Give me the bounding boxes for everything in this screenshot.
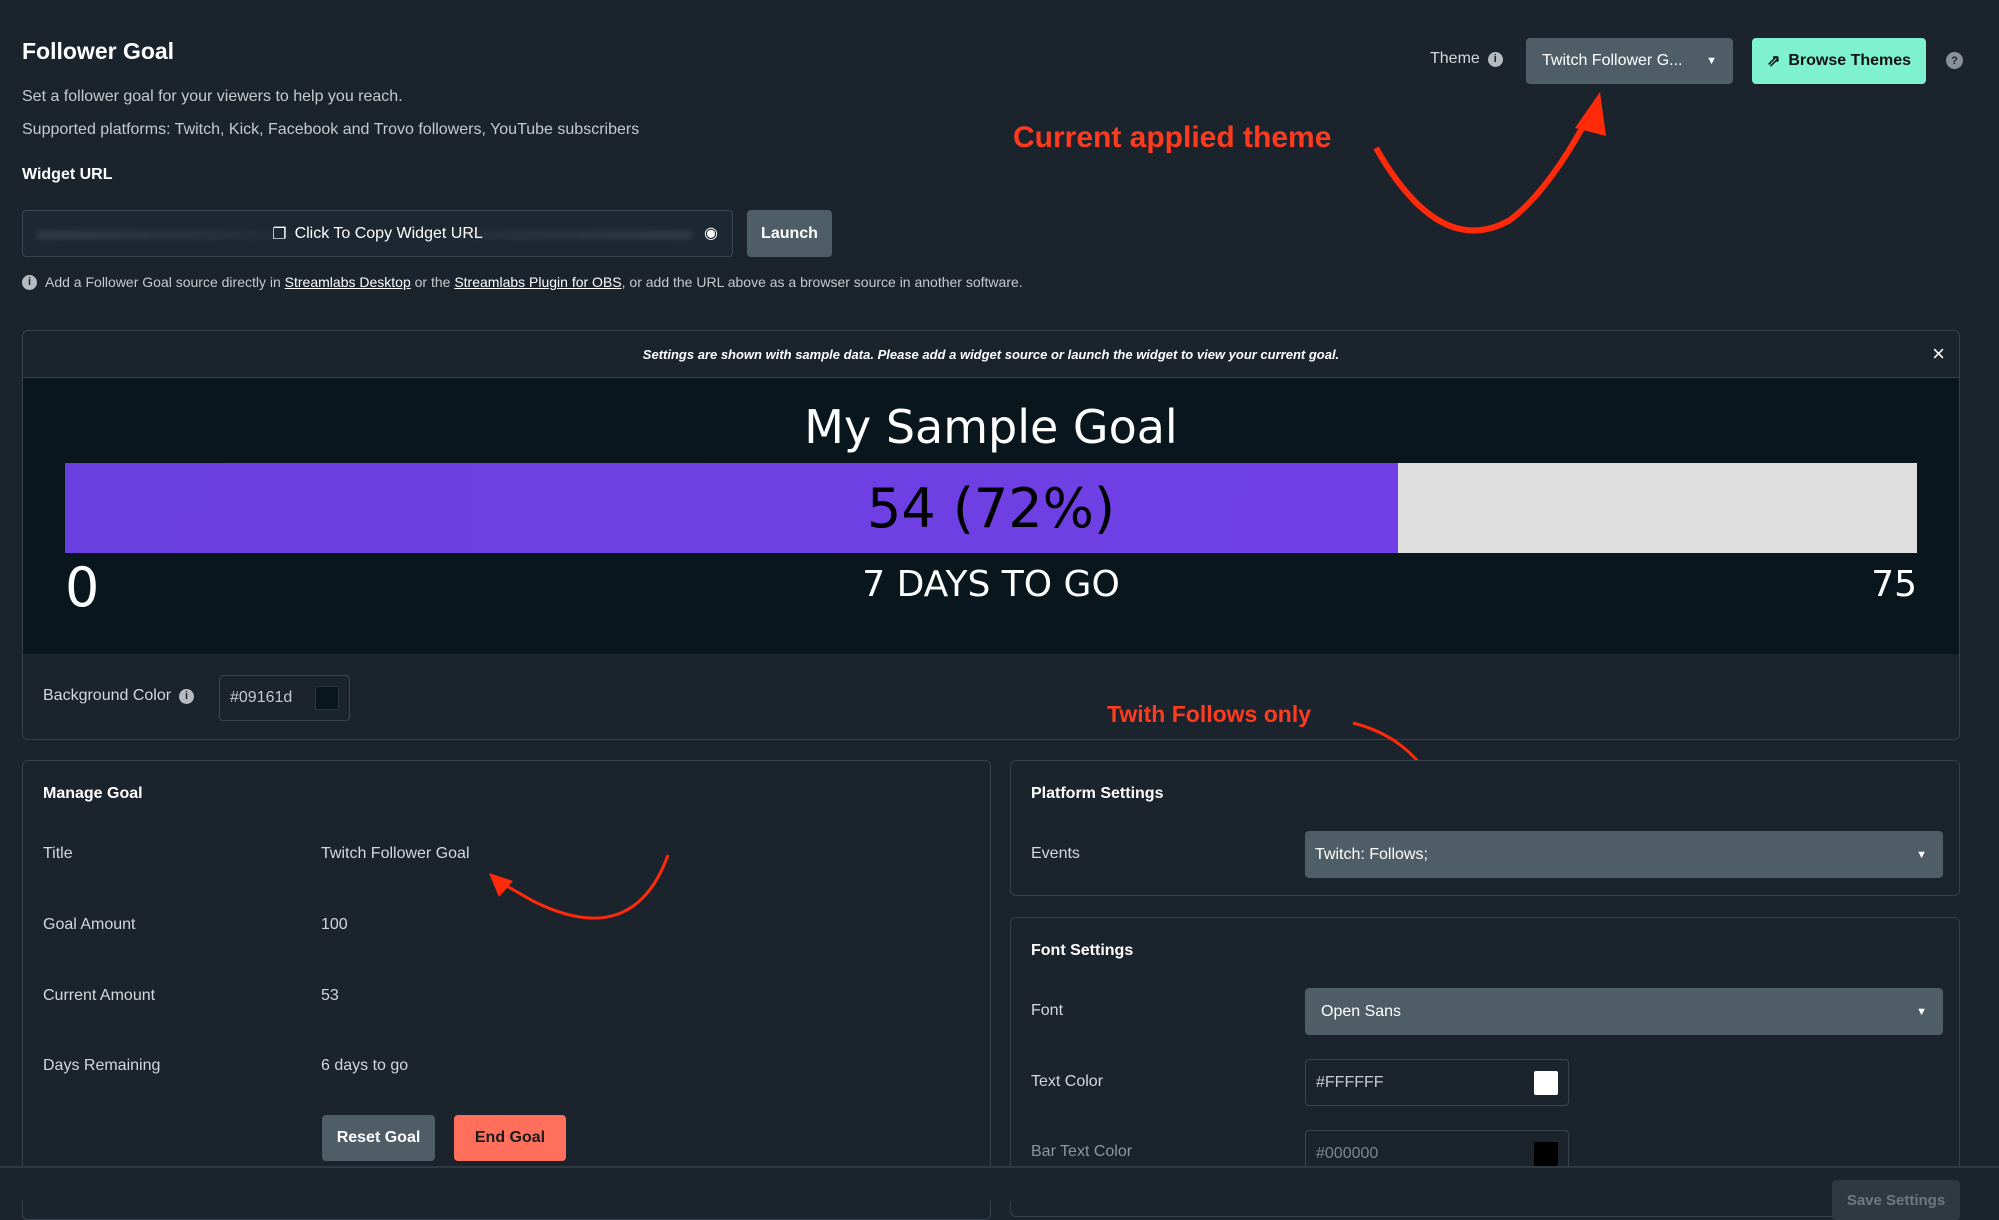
annotation-arrow-theme	[1373, 92, 1606, 234]
copy-icon: ❐	[272, 225, 287, 243]
supported-platforms: Supported platforms: Twitch, Kick, Faceb…	[22, 121, 640, 138]
info-icon[interactable]: i	[179, 688, 195, 704]
info-icon: i	[22, 274, 37, 290]
goal-amount-value: 100	[321, 916, 348, 933]
events-select[interactable]: Twitch: Follows; ▼	[1305, 831, 1943, 878]
info-text: , or add the URL above as a browser sour…	[621, 274, 1023, 290]
streamlabs-desktop-link[interactable]: Streamlabs Desktop	[284, 274, 411, 290]
goal-max: 75	[1871, 564, 1917, 605]
text-color-input[interactable]: #FFFFFF	[1305, 1059, 1569, 1106]
bar-text-color-value: #000000	[1316, 1144, 1379, 1162]
days-to-go: 7 DAYS TO GO	[862, 564, 1120, 605]
color-swatch[interactable]	[315, 686, 339, 710]
manage-goal-heading: Manage Goal	[43, 785, 143, 802]
preview-panel: Settings are shown with sample data. Ple…	[22, 330, 1960, 740]
launch-button[interactable]: Launch	[747, 210, 832, 257]
caret-down-icon: ▼	[1706, 55, 1717, 67]
background-color-label: Background Color	[43, 687, 172, 704]
browse-themes-label: Browse Themes	[1788, 52, 1912, 69]
external-link-icon: ⇗	[1766, 53, 1781, 70]
theme-label-group: Theme i	[1430, 50, 1503, 68]
title-label: Title	[43, 845, 73, 862]
info-icon[interactable]: i	[1487, 51, 1503, 67]
theme-select[interactable]: Twitch Follower G... ▼	[1526, 38, 1733, 84]
days-remaining-value: 6 days to go	[321, 1057, 409, 1074]
annotation-arrow-title	[489, 854, 670, 920]
goal-title: My Sample Goal	[804, 400, 1178, 454]
title-value: Twitch Follower Goal	[321, 845, 470, 862]
notice-text: Settings are shown with sample data. Ple…	[642, 346, 1340, 362]
page-description: Set a follower goal for your viewers to …	[22, 88, 403, 105]
reset-goal-button[interactable]: Reset Goal	[322, 1115, 435, 1161]
background-color-input[interactable]: #09161d	[219, 675, 350, 721]
font-label: Font	[1031, 1002, 1064, 1019]
font-select[interactable]: Open Sans ▼	[1305, 988, 1943, 1035]
background-color-value: #09161d	[230, 689, 293, 706]
events-label: Events	[1031, 845, 1080, 862]
caret-down-icon: ▼	[1916, 848, 1927, 861]
end-goal-button[interactable]: End Goal	[454, 1115, 566, 1161]
events-value: Twitch: Follows;	[1315, 845, 1428, 863]
days-remaining-label: Days Remaining	[43, 1057, 161, 1074]
color-swatch[interactable]	[1534, 1070, 1558, 1095]
progress-text: 54 (72%)	[866, 477, 1116, 540]
widget-info: i Add a Follower Goal source directly in…	[22, 274, 1023, 290]
page-title: Follower Goal	[22, 38, 175, 64]
current-amount-value: 53	[321, 987, 339, 1004]
progress-bar: 54 (72%)	[65, 463, 1917, 553]
bar-text-color-label: Bar Text Color	[1031, 1143, 1133, 1160]
theme-select-value: Twitch Follower G...	[1542, 52, 1683, 69]
progress-fill	[65, 463, 1399, 553]
font-value: Open Sans	[1321, 1002, 1402, 1020]
goal-amount-label: Goal Amount	[43, 916, 136, 933]
save-settings-button[interactable]: Save Settings	[1832, 1180, 1960, 1220]
eye-icon[interactable]: ◉	[704, 225, 718, 242]
sample-notice: Settings are shown with sample data. Ple…	[23, 331, 1959, 378]
copy-url-label: Click To Copy Widget URL	[294, 224, 483, 242]
widget-url-label: Widget URL	[22, 166, 113, 183]
obs-plugin-link[interactable]: Streamlabs Plugin for OBS	[454, 274, 622, 290]
background-color-label-group: Background Color i	[43, 687, 195, 705]
manage-goal-panel: Manage Goal Title Twitch Follower Goal G…	[22, 760, 991, 1220]
close-notice-button[interactable]: ×	[1932, 341, 1945, 366]
widget-url-copy-field[interactable]: ❐ Click To Copy Widget URL ◉	[22, 210, 733, 257]
platform-settings-heading: Platform Settings	[1031, 785, 1164, 802]
platform-settings-panel: Platform Settings Events Twitch: Follows…	[1010, 760, 1960, 896]
current-amount-label: Current Amount	[43, 987, 156, 1004]
goal-preview: My Sample Goal 54 (72%) 0 7 DAYS TO GO 7…	[23, 378, 1959, 654]
caret-down-icon: ▼	[1916, 1005, 1927, 1018]
info-text: or the	[414, 274, 451, 290]
text-color-label: Text Color	[1031, 1073, 1104, 1090]
text-color-value: #FFFFFF	[1316, 1073, 1384, 1091]
info-text: Add a Follower Goal source directly in	[45, 274, 281, 290]
goal-min: 0	[65, 556, 100, 619]
theme-label: Theme	[1430, 50, 1480, 67]
annotation-events: Twith Follows only	[1107, 701, 1312, 727]
annotation-theme: Current applied theme	[1013, 121, 1332, 154]
font-settings-heading: Font Settings	[1031, 942, 1134, 959]
footer-bar	[0, 1166, 1999, 1201]
color-swatch[interactable]	[1534, 1141, 1558, 1166]
help-icon[interactable]: ?	[1946, 52, 1963, 69]
browse-themes-button[interactable]: ⇗ Browse Themes	[1752, 38, 1926, 84]
